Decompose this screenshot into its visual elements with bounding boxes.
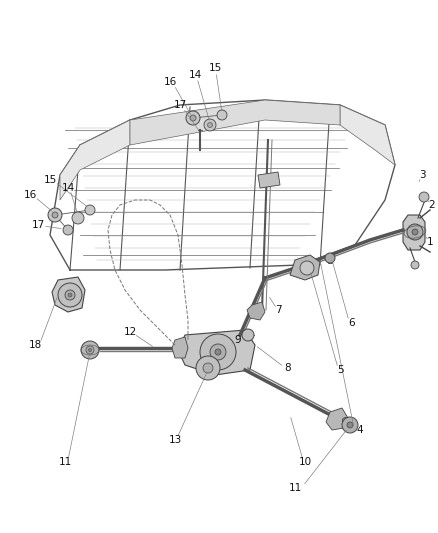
Circle shape — [85, 205, 95, 215]
Circle shape — [347, 422, 353, 428]
Polygon shape — [258, 172, 280, 188]
Polygon shape — [60, 120, 130, 200]
Text: 15: 15 — [43, 175, 57, 185]
Circle shape — [411, 261, 419, 269]
Polygon shape — [340, 105, 395, 165]
Text: 12: 12 — [124, 327, 137, 337]
Text: 11: 11 — [58, 457, 72, 467]
Circle shape — [186, 111, 200, 125]
Text: 11: 11 — [288, 483, 302, 493]
Text: 7: 7 — [275, 305, 281, 315]
Text: 8: 8 — [285, 363, 291, 373]
Text: 18: 18 — [28, 340, 42, 350]
Text: 9: 9 — [235, 335, 241, 345]
Text: 2: 2 — [429, 200, 435, 210]
Circle shape — [407, 224, 423, 240]
Circle shape — [63, 225, 73, 235]
Text: 13: 13 — [168, 435, 182, 445]
Circle shape — [52, 212, 58, 218]
Text: 5: 5 — [337, 365, 343, 375]
Text: 3: 3 — [419, 170, 425, 180]
Polygon shape — [172, 337, 188, 358]
Circle shape — [72, 212, 84, 224]
Circle shape — [196, 356, 220, 380]
Circle shape — [200, 334, 236, 370]
Circle shape — [242, 329, 254, 341]
Circle shape — [217, 110, 227, 120]
Text: 14: 14 — [61, 183, 74, 193]
Circle shape — [204, 119, 216, 131]
Circle shape — [58, 283, 82, 307]
Circle shape — [81, 341, 99, 359]
Circle shape — [210, 344, 226, 360]
Circle shape — [68, 293, 72, 297]
Polygon shape — [52, 277, 85, 312]
Text: 16: 16 — [163, 77, 177, 87]
Polygon shape — [130, 100, 340, 145]
Circle shape — [342, 417, 358, 433]
Circle shape — [300, 261, 314, 275]
Polygon shape — [178, 330, 255, 375]
Circle shape — [48, 208, 62, 222]
Text: 15: 15 — [208, 63, 222, 73]
Text: 10: 10 — [298, 457, 311, 467]
Circle shape — [203, 363, 213, 373]
Ellipse shape — [343, 417, 353, 426]
Circle shape — [65, 290, 75, 300]
Text: 4: 4 — [357, 425, 363, 435]
Circle shape — [208, 123, 212, 127]
Polygon shape — [290, 255, 320, 280]
Polygon shape — [247, 302, 265, 320]
Text: 14: 14 — [188, 70, 201, 80]
Text: 17: 17 — [173, 100, 187, 110]
Circle shape — [88, 349, 92, 351]
Circle shape — [325, 253, 335, 263]
Polygon shape — [326, 408, 348, 430]
Circle shape — [419, 192, 429, 202]
Circle shape — [190, 115, 196, 121]
Text: 6: 6 — [349, 318, 355, 328]
Circle shape — [215, 349, 221, 355]
Circle shape — [412, 229, 418, 235]
Circle shape — [86, 346, 94, 354]
Text: 1: 1 — [427, 237, 433, 247]
Text: 16: 16 — [23, 190, 37, 200]
Text: 17: 17 — [32, 220, 45, 230]
Polygon shape — [403, 215, 425, 250]
